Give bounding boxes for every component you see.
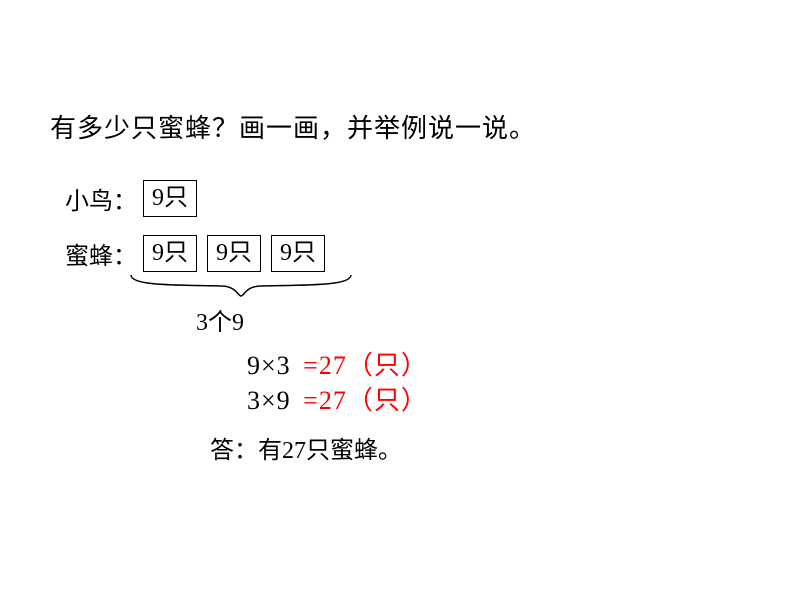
brace-under <box>126 272 356 302</box>
equation-2-rhs: =27（只） <box>303 386 428 415</box>
equation-block: 9×3 =27（只） 3×9 =27（只） <box>247 348 428 418</box>
row-bird: 小鸟： 9只 <box>65 180 207 217</box>
equation-1-lhs: 9×3 <box>247 351 291 380</box>
brace-label: 3个9 <box>196 302 244 337</box>
bird-box-0: 9只 <box>143 180 197 217</box>
equation-2-lhs: 3×9 <box>247 386 291 415</box>
equation-2: 3×9 =27（只） <box>247 383 428 418</box>
answer-text: 答：有27只蜜蜂。 <box>210 430 402 465</box>
bird-label: 小鸟： <box>65 181 137 216</box>
bee-box-1: 9只 <box>207 235 261 272</box>
question-text: 有多少只蜜蜂？画一画，并举例说一说。 <box>50 108 536 145</box>
bee-box-0: 9只 <box>143 235 197 272</box>
equation-1: 9×3 =27（只） <box>247 348 428 383</box>
row-bee: 蜜蜂： 9只 9只 9只 <box>65 235 335 272</box>
brace-icon <box>126 272 356 302</box>
bee-label: 蜜蜂： <box>65 236 137 271</box>
bee-box-2: 9只 <box>271 235 325 272</box>
equation-1-rhs: =27（只） <box>303 351 428 380</box>
